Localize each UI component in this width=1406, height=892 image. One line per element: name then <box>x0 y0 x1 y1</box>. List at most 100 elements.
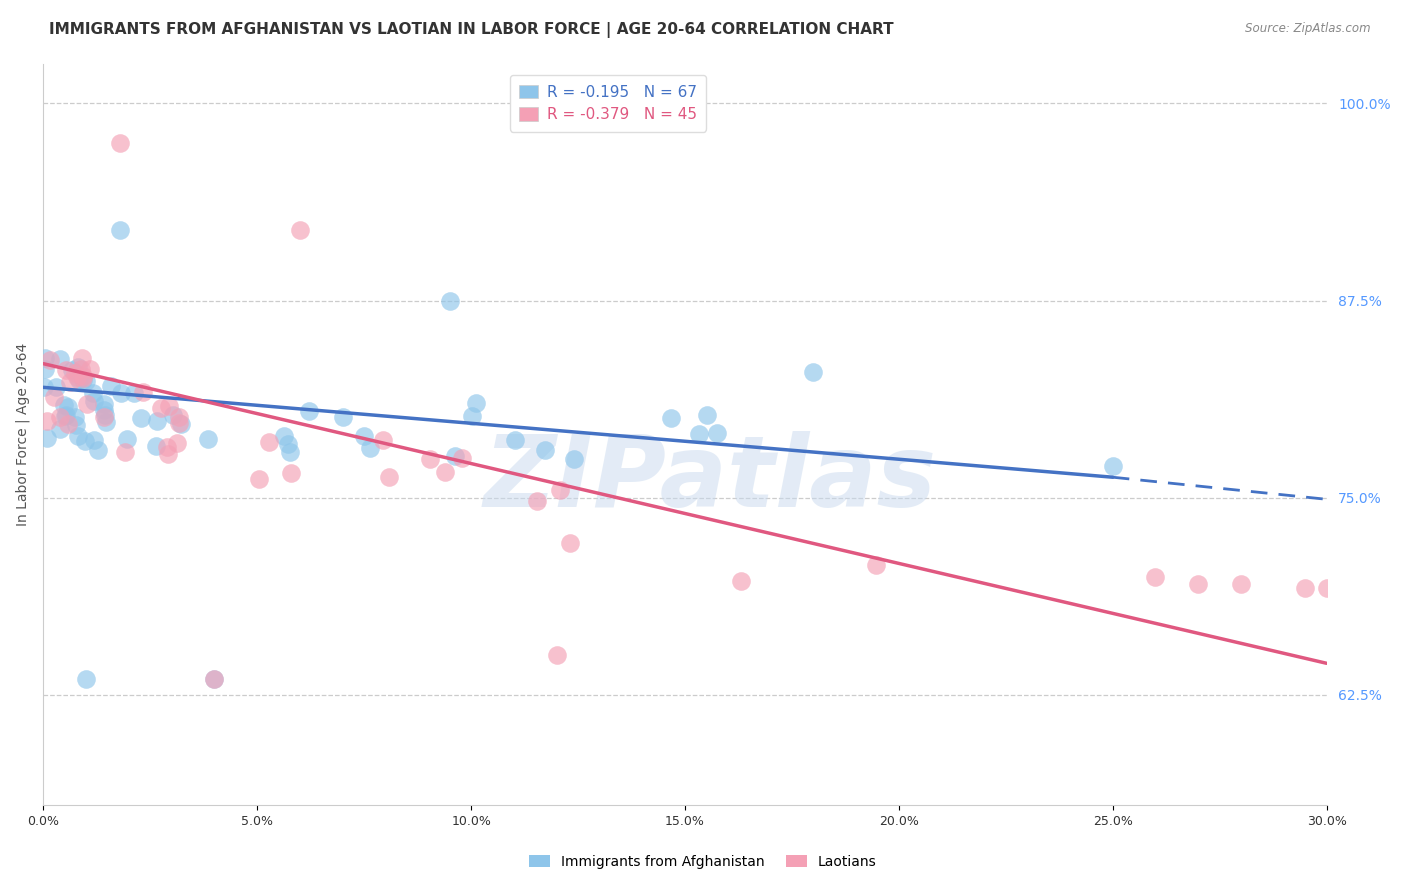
Point <box>110 136 132 150</box>
Point <box>56 400 79 414</box>
Point <box>162 408 184 422</box>
Point <box>169 417 191 431</box>
Point <box>59 375 82 389</box>
Point <box>1294 581 1316 595</box>
Point <box>419 451 441 466</box>
Point <box>167 416 190 430</box>
Point <box>688 427 710 442</box>
Point <box>110 222 132 236</box>
Point <box>439 293 461 308</box>
Point <box>70 351 93 366</box>
Point <box>204 672 226 686</box>
Point <box>288 222 311 236</box>
Point <box>83 394 105 409</box>
Point <box>42 391 65 405</box>
Point <box>534 442 557 457</box>
Point <box>82 386 104 401</box>
Point <box>1316 581 1339 595</box>
Point <box>146 414 169 428</box>
Point <box>465 396 488 410</box>
Point <box>53 398 76 412</box>
Point <box>373 434 395 448</box>
Point <box>280 466 302 480</box>
Point <box>45 380 67 394</box>
Point <box>93 409 115 424</box>
Point <box>278 444 301 458</box>
Point <box>65 417 87 432</box>
Point <box>273 429 295 443</box>
Point <box>706 425 728 440</box>
Point <box>60 363 83 377</box>
Point <box>444 450 467 464</box>
Point <box>114 445 136 459</box>
Point <box>156 446 179 460</box>
Point <box>115 432 138 446</box>
Point <box>110 386 132 401</box>
Point <box>503 433 526 447</box>
Point <box>865 558 887 572</box>
Point <box>560 536 582 550</box>
Point <box>37 431 59 445</box>
Point <box>548 483 571 498</box>
Point <box>53 409 76 424</box>
Point <box>257 434 280 449</box>
Point <box>100 379 122 393</box>
Point <box>67 359 90 374</box>
Point <box>34 351 56 365</box>
Point <box>72 373 94 387</box>
Point <box>197 433 219 447</box>
Point <box>122 386 145 401</box>
Point <box>451 450 474 465</box>
Text: IMMIGRANTS FROM AFGHANISTAN VS LAOTIAN IN LABOR FORCE | AGE 20-64 CORRELATION CH: IMMIGRANTS FROM AFGHANISTAN VS LAOTIAN I… <box>49 22 894 38</box>
Point <box>277 436 299 450</box>
Point <box>72 371 94 385</box>
Point <box>56 417 79 432</box>
Point <box>332 410 354 425</box>
Point <box>801 365 824 379</box>
Point <box>79 361 101 376</box>
Point <box>34 361 56 376</box>
Point <box>37 414 59 428</box>
Point <box>167 409 190 424</box>
Point <box>131 384 153 399</box>
Legend: Immigrants from Afghanistan, Laotians: Immigrants from Afghanistan, Laotians <box>524 849 882 874</box>
Point <box>72 369 94 384</box>
Point <box>1187 577 1209 591</box>
Point <box>94 408 117 422</box>
Point <box>297 404 319 418</box>
Point <box>247 472 270 486</box>
Point <box>55 409 77 423</box>
Point <box>55 363 77 377</box>
Point <box>96 415 118 429</box>
Point <box>696 409 718 423</box>
Point <box>67 373 90 387</box>
Point <box>32 380 55 394</box>
Point <box>562 452 585 467</box>
Point <box>156 440 179 454</box>
Point <box>353 429 375 443</box>
Point <box>83 433 105 447</box>
Point <box>63 366 86 380</box>
Y-axis label: In Labor Force | Age 20-64: In Labor Force | Age 20-64 <box>15 343 30 526</box>
Point <box>378 469 401 483</box>
Point <box>76 397 98 411</box>
Point <box>49 352 72 367</box>
Point <box>166 435 188 450</box>
Point <box>730 574 752 588</box>
Point <box>150 401 173 415</box>
Point <box>461 409 484 424</box>
Point <box>526 493 548 508</box>
Point <box>546 648 568 663</box>
Point <box>87 442 110 457</box>
Point <box>204 672 226 686</box>
Point <box>69 361 91 376</box>
Point <box>359 441 381 455</box>
Legend: R = -0.195   N = 67, R = -0.379   N = 45: R = -0.195 N = 67, R = -0.379 N = 45 <box>510 76 706 131</box>
Point <box>1230 577 1253 591</box>
Point <box>131 410 153 425</box>
Point <box>49 409 72 424</box>
Point <box>75 672 97 686</box>
Point <box>659 410 682 425</box>
Point <box>93 396 115 410</box>
Point <box>93 403 115 417</box>
